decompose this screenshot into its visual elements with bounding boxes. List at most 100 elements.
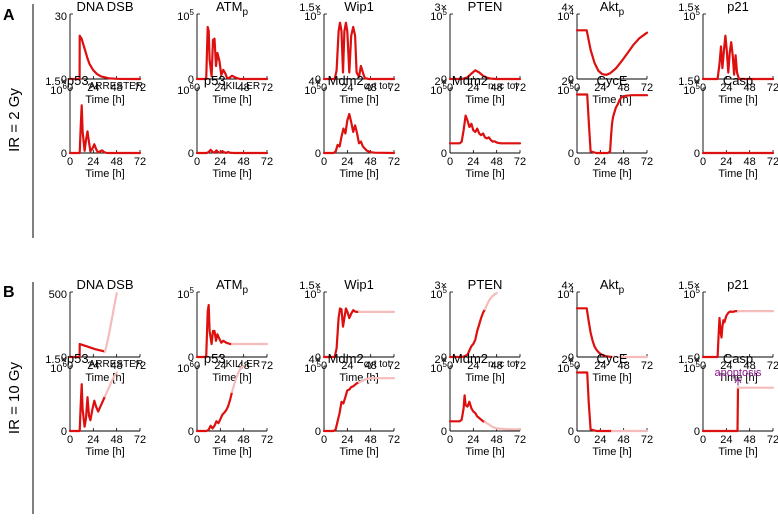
y-tick-label-max-mantissa: 2× [434,354,447,366]
x-tick-label: 24 [341,82,353,94]
y-tick-label-min: 0 [188,148,194,160]
y-tick-label-min: 0 [61,426,67,438]
series-line [448,69,522,81]
x-tick-label: 48 [365,156,377,168]
x-tick-label: 48 [238,82,250,94]
x-axis-label: Time [h] [592,168,631,180]
x-tick-label: 0 [67,434,73,446]
x-tick-label: 0 [447,434,453,446]
x-tick-label: 72 [767,156,778,168]
x-tick-label: 24 [341,156,353,168]
x-tick-label: 72 [514,82,526,94]
y-tick-label-max-mantissa: 3× [434,280,447,292]
x-tick-label: 0 [447,156,453,168]
x-tick-label: 0 [321,156,327,168]
x-tick-label: 24 [87,434,99,446]
x-tick-label: 0 [700,434,706,446]
y-tick-label-max-mantissa: 4× [561,2,574,14]
y-tick-label-min: 0 [188,74,194,86]
y-tick-label-max-mantissa: 1.5× [678,280,700,292]
x-tick-label: 72 [767,82,778,94]
x-tick-label: 72 [641,82,653,94]
y-tick-label-max: 30 [55,11,67,23]
panel-title: Casp [723,73,753,88]
x-tick-label: 24 [720,360,732,372]
x-axis-label: Time [h] [465,446,504,458]
x-tick-label: 72 [767,360,778,372]
x-tick-label: 24 [720,156,732,168]
panel-title: PTEN [468,277,503,292]
x-tick-label: 0 [321,434,327,446]
x-axis-label: Time [h] [212,168,251,180]
panel-title: DNA DSB [76,0,133,14]
x-tick-label: 0 [67,156,73,168]
x-tick-label: 48 [111,156,123,168]
series-line [701,310,740,359]
x-tick-label: 72 [261,434,273,446]
y-tick-label-max-mantissa: 2× [561,354,574,366]
x-tick-label: 24 [467,360,479,372]
x-tick-label: 24 [87,82,99,94]
row-label-a: IR = 2 Gy [6,88,23,152]
x-axis-label: Time [h] [85,94,124,106]
y-tick-label-min: 0 [441,352,447,364]
panel-a-dna-dsb: DNA DSB0244872030Time [h] [55,0,146,106]
panel-title: CycE [596,351,627,366]
series-line-extrapolated [103,371,118,398]
x-tick-label: 0 [574,434,580,446]
x-tick-label: 72 [388,434,400,446]
panel-title: ATMp [216,277,248,296]
x-tick-label: 0 [194,156,200,168]
x-tick-label: 72 [261,360,273,372]
y-tick-label-max-mantissa: 1.5× [45,354,67,366]
x-axis-label: Time [h] [465,168,504,180]
series-line [448,114,522,145]
x-tick-label: 48 [111,360,123,372]
x-tick-label: 48 [618,360,630,372]
panel-a-atmp: ATMp02448720105Time [h] [177,0,273,106]
series-line-extrapolated [357,377,396,384]
x-tick-label: 48 [111,82,123,94]
panel-title: p21 [727,277,749,292]
y-tick-label-max-mantissa: 4× [308,76,321,88]
panel-title: Mdm2nuc tot [452,351,518,370]
x-tick-label: 48 [365,434,377,446]
y-tick-label-max: 105 [177,286,194,301]
x-axis-label: Time [h] [592,372,631,384]
panel-title: Wip1 [344,277,374,292]
x-tick-label: 24 [87,360,99,372]
y-tick-label-max: 106 [177,360,194,375]
x-tick-label: 48 [491,434,503,446]
y-tick-label-min: 0 [188,426,194,438]
panel-title: p53KILLER [204,351,260,370]
y-tick-label-max: 500 [49,289,67,301]
panel-letter-b: B [3,284,15,301]
panel-b-pten: PTEN024487201053×Time [h] [430,277,526,384]
y-tick-label-min: 0 [441,426,447,438]
y-tick-label-min: 0 [694,74,700,86]
x-tick-label: 48 [618,434,630,446]
x-tick-label: 48 [111,434,123,446]
x-axis-label: Time [h] [718,446,757,458]
x-tick-label: 72 [514,434,526,446]
panel-title: PTEN [468,0,503,14]
x-tick-label: 72 [514,360,526,372]
x-tick-label: 24 [720,82,732,94]
panel-title: Mdm2cyt tot [328,351,391,370]
x-axis-label: Time [h] [85,446,124,458]
x-tick-label: 72 [641,360,653,372]
x-tick-label: 24 [341,434,353,446]
y-tick-label-min: 0 [441,148,447,160]
x-tick-label: 72 [641,156,653,168]
series-line [68,104,142,155]
x-tick-label: 24 [341,360,353,372]
x-tick-label: 48 [238,156,250,168]
panel-title: CycE [596,73,627,88]
x-tick-label: 72 [514,156,526,168]
series-line [322,21,396,81]
series-line-extrapolated [230,364,245,394]
series-line [322,381,361,433]
